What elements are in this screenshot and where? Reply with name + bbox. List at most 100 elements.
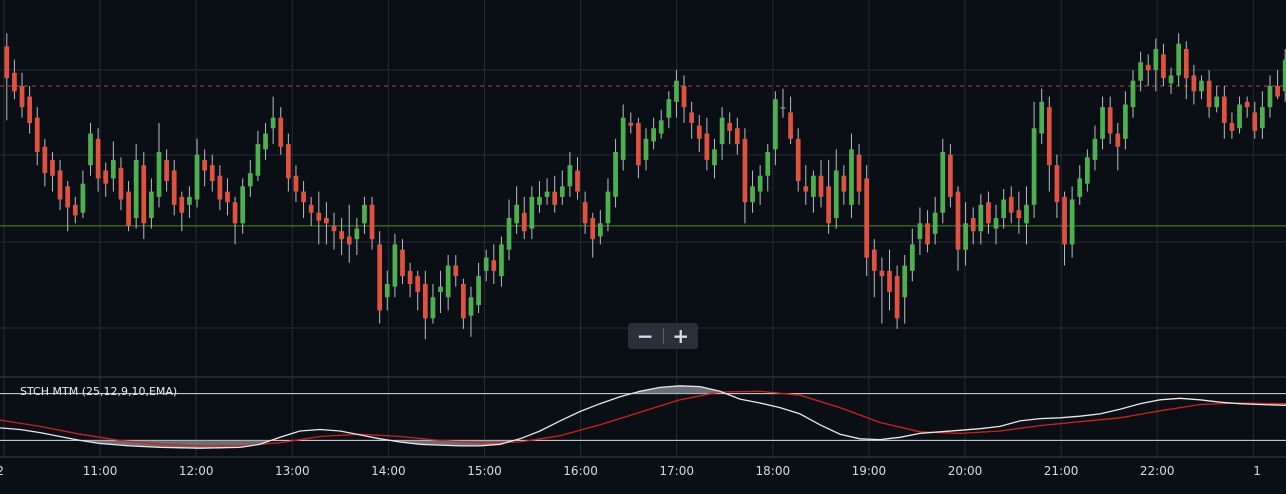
- candle-body-down: [346, 236, 352, 245]
- candle: [696, 115, 702, 152]
- candle: [978, 194, 984, 245]
- candle: [1024, 186, 1029, 245]
- candle: [742, 128, 748, 224]
- candle: [141, 152, 147, 240]
- candle: [232, 196, 238, 245]
- candle-body-down: [95, 138, 101, 179]
- candle-body-up: [270, 117, 276, 129]
- candle-body-down: [818, 175, 824, 197]
- candle-body-down: [575, 170, 580, 192]
- candle: [864, 165, 870, 277]
- time-axis-label: /22: [0, 464, 4, 478]
- candle-body-down: [400, 249, 405, 277]
- candle-body-up: [1077, 178, 1083, 197]
- candle: [932, 196, 938, 245]
- candle-body-down: [65, 186, 71, 208]
- candle-body-down: [12, 72, 17, 92]
- candle-body-down: [582, 202, 588, 224]
- candle: [491, 244, 497, 284]
- candle: [1115, 122, 1121, 171]
- candle-body-down: [377, 244, 383, 311]
- candle-body-up: [156, 152, 162, 197]
- candle-body-down: [179, 196, 185, 213]
- candle: [110, 141, 116, 192]
- candle: [247, 159, 253, 197]
- candle-body-down: [42, 146, 48, 174]
- zoom-in-button[interactable]: +: [672, 324, 690, 348]
- candle-body-up: [1214, 96, 1220, 108]
- candle-body-up: [1267, 86, 1273, 108]
- candle: [887, 249, 892, 311]
- candle: [841, 165, 847, 205]
- candle-body-down: [27, 96, 32, 123]
- candle-body-down: [491, 260, 497, 271]
- candle: [521, 196, 527, 240]
- candle: [674, 70, 679, 118]
- candle-body-up: [468, 297, 474, 316]
- candle-body-up: [567, 165, 573, 187]
- time-axis-label: 17:00: [659, 464, 694, 478]
- candle: [704, 117, 710, 171]
- candle-body-down: [164, 159, 169, 182]
- candle: [986, 191, 991, 234]
- candle-body-down: [331, 225, 337, 232]
- candle-body-up: [780, 107, 786, 109]
- candle: [514, 186, 519, 234]
- candle: [1153, 38, 1159, 92]
- candle-body-down: [225, 191, 230, 203]
- candle: [963, 202, 968, 266]
- candle-body-up: [620, 117, 626, 160]
- candle-body-down: [453, 265, 459, 277]
- candle: [620, 104, 626, 171]
- candle-body-up: [1031, 128, 1037, 205]
- candle-body-down: [422, 284, 428, 319]
- candle: [126, 181, 131, 232]
- candle-body-up: [674, 80, 679, 102]
- candle: [468, 286, 474, 337]
- candle-body-down: [1183, 49, 1189, 79]
- candle: [734, 117, 740, 155]
- candle-body-down: [301, 191, 306, 203]
- candle-body-up: [1168, 75, 1174, 84]
- candle: [240, 178, 246, 234]
- zoom-out-button[interactable]: −: [636, 324, 654, 348]
- candle: [1016, 191, 1022, 234]
- candle-body-up: [1176, 43, 1182, 76]
- candle-body-down: [1161, 54, 1166, 79]
- candle: [719, 107, 725, 160]
- candle: [1191, 64, 1197, 105]
- candle-body-up: [811, 175, 816, 197]
- candle: [164, 149, 169, 192]
- candle-body-up: [1199, 80, 1204, 92]
- candle: [1199, 75, 1204, 100]
- time-axis-label: 13:00: [275, 464, 310, 478]
- candle: [362, 196, 367, 234]
- candle: [925, 210, 930, 253]
- candle-body-up: [1069, 199, 1075, 245]
- candle-body-down: [217, 175, 223, 200]
- candle: [727, 112, 733, 145]
- candle: [811, 170, 816, 213]
- candle: [34, 107, 40, 166]
- candle: [354, 218, 360, 255]
- candle: [400, 239, 405, 284]
- candle: [803, 165, 809, 205]
- candle-body-down: [1054, 165, 1060, 203]
- candle-body-up: [1024, 204, 1029, 224]
- candle-body-up: [1100, 107, 1105, 139]
- candle: [879, 257, 885, 324]
- candle-body-down: [727, 122, 733, 131]
- candle-body-down: [970, 218, 976, 232]
- candle: [940, 138, 946, 224]
- candle: [384, 270, 390, 311]
- candle: [285, 133, 291, 192]
- candle: [666, 91, 672, 129]
- candle-body-up: [438, 286, 443, 292]
- candle-body-down: [826, 186, 831, 224]
- candle: [27, 86, 32, 134]
- candle: [826, 159, 831, 234]
- time-axis-label: 14:00: [371, 464, 406, 478]
- candle-body-down: [103, 170, 109, 184]
- candle-body-down: [1191, 75, 1197, 92]
